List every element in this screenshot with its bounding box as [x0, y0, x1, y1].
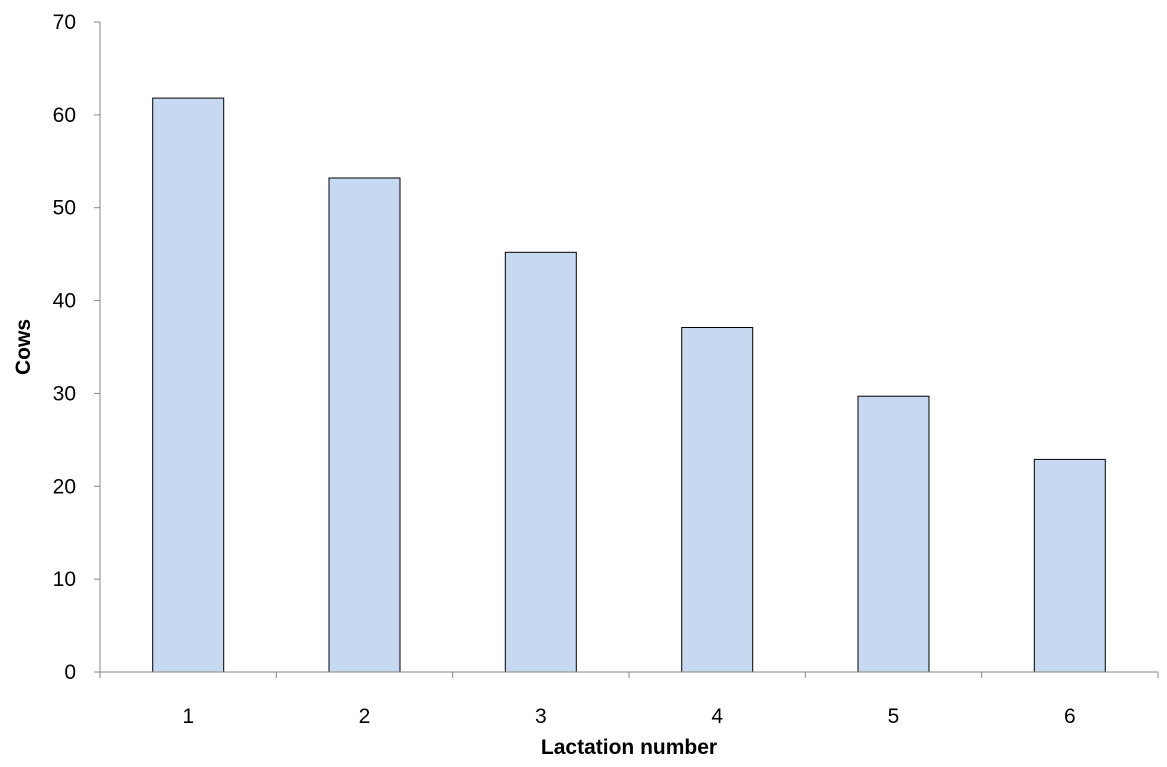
y-tick-label: 30 [53, 382, 76, 405]
bar-6 [1033, 458, 1106, 673]
bar-3 [504, 251, 577, 673]
bar-1 [152, 97, 225, 673]
axes-group [99, 22, 1158, 673]
x-tick-label: 3 [535, 705, 547, 728]
x-tick-label: 2 [359, 705, 371, 728]
x-tick-label: 5 [888, 705, 900, 728]
y-tick-label: 0 [64, 661, 76, 684]
bars-group [152, 97, 1106, 673]
bar-5 [857, 395, 930, 673]
y-ticks-group: 0 10 20 30 40 50 60 70 [53, 11, 100, 684]
y-tick-label: 50 [53, 197, 76, 220]
y-axis-title: Cows [12, 319, 35, 375]
x-tick-label: 1 [182, 705, 194, 728]
x-tick-label: 4 [711, 705, 723, 728]
y-tick-label: 60 [53, 104, 76, 127]
x-ticks-group: 1 2 3 4 5 6 [99, 672, 1159, 728]
x-axis-title: Lactation number [541, 736, 717, 759]
y-tick-label: 20 [53, 475, 76, 498]
x-tick-label: 6 [1064, 705, 1076, 728]
y-tick-label: 70 [53, 11, 76, 34]
bar-2 [328, 177, 401, 673]
y-tick-label: 40 [53, 290, 76, 313]
bar-4 [681, 327, 754, 673]
y-tick-label: 10 [53, 568, 76, 591]
